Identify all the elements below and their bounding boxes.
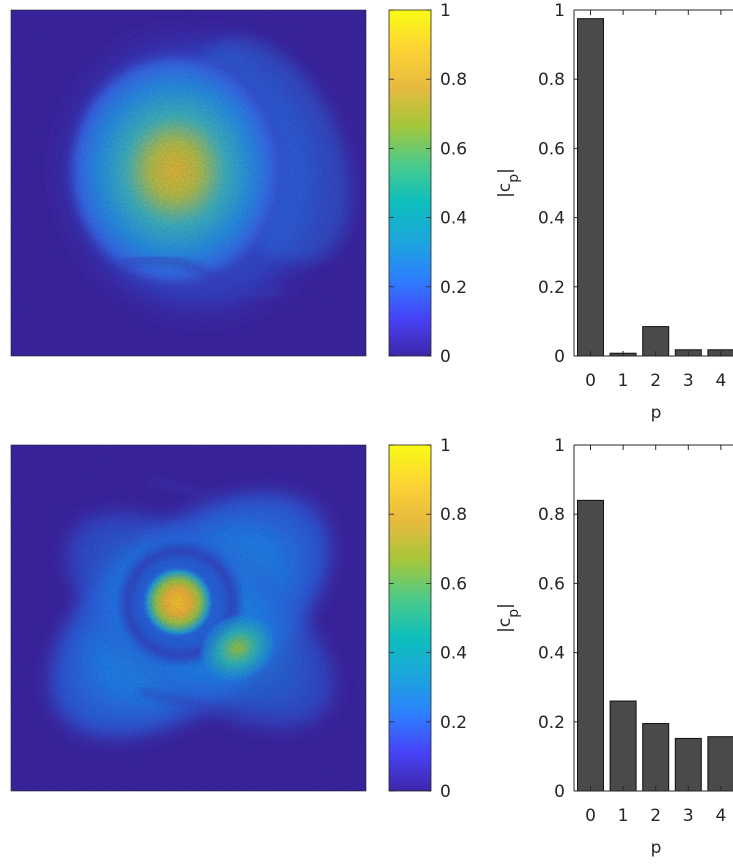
beam-image-top-frame: [10, 9, 367, 357]
y-tick-label: 0.4: [538, 644, 565, 664]
bar-chart-top: 0 0.2 0.4 0.6 0.8 1 0 1 2 3 4 p |cp|: [495, 1, 733, 423]
beam-image-bottom: [11, 445, 366, 791]
y-axis-label: |cp|: [495, 603, 522, 633]
colorbar-tick-label: 0.4: [440, 644, 467, 664]
bar: [609, 700, 637, 792]
y-tick-label: 0.6: [538, 574, 565, 594]
y-tick-label: 0.2: [538, 713, 565, 733]
y-axis-label: |cp|: [495, 168, 522, 198]
x-tick-label: 4: [715, 371, 726, 391]
beam-image-bottom-frame: [10, 444, 367, 792]
x-axis-label: p: [651, 403, 662, 423]
colorbar-tick-label: 0.8: [440, 70, 467, 90]
bar: [674, 737, 702, 792]
colorbar-tick-label: 0.6: [440, 139, 467, 159]
bar: [577, 499, 604, 792]
colorbar-gradient: [388, 9, 432, 357]
y-tick-label: 0.2: [538, 278, 565, 298]
beam-image-top: [11, 10, 366, 356]
y-tick-label: 0: [554, 347, 565, 367]
x-tick-label: 4: [715, 806, 726, 826]
bar-chart-bottom: 0 0.2 0.4 0.6 0.8 1 0 1 2 3 4 p |cp|: [495, 436, 733, 858]
colorbar-tick-label: 0.2: [440, 713, 467, 733]
y-tick-label: 0: [554, 782, 565, 802]
x-tick-label: 2: [650, 806, 661, 826]
y-tick-label: 0.8: [538, 505, 565, 525]
colorbar-gradient: [388, 444, 432, 792]
x-tick-label: 1: [618, 806, 629, 826]
bar: [577, 18, 604, 357]
bar: [707, 736, 733, 792]
x-tick-label: 2: [650, 371, 661, 391]
bar: [642, 723, 670, 792]
colorbar-tick-label: 1: [440, 1, 451, 21]
y-tick-label: 0.8: [538, 70, 565, 90]
y-tick-label: 0.4: [538, 209, 565, 229]
colorbar-tick-label: 0.2: [440, 278, 467, 298]
y-tick-label: 1: [554, 436, 565, 456]
x-tick-label: 1: [618, 371, 629, 391]
x-tick-label: 3: [683, 806, 694, 826]
x-tick-label: 3: [683, 371, 694, 391]
y-tick-label: 0.6: [538, 139, 565, 159]
colorbar-tick-label: 0.8: [440, 505, 467, 525]
x-tick-label: 0: [585, 806, 596, 826]
colorbar-tick-label: 0.4: [440, 209, 467, 229]
colorbar-tick-label: 0.6: [440, 574, 467, 594]
x-tick-label: 0: [585, 371, 596, 391]
colorbar-top: 0 0.2 0.4 0.6 0.8 1: [388, 1, 467, 367]
colorbar-tick-label: 0: [440, 782, 451, 802]
colorbar-bottom: 0 0.2 0.4 0.6 0.8 1: [388, 436, 467, 802]
y-tick-label: 1: [554, 1, 565, 21]
colorbar-tick-label: 1: [440, 436, 451, 456]
colorbar-tick-label: 0: [440, 347, 451, 367]
x-axis-label: p: [651, 838, 662, 858]
